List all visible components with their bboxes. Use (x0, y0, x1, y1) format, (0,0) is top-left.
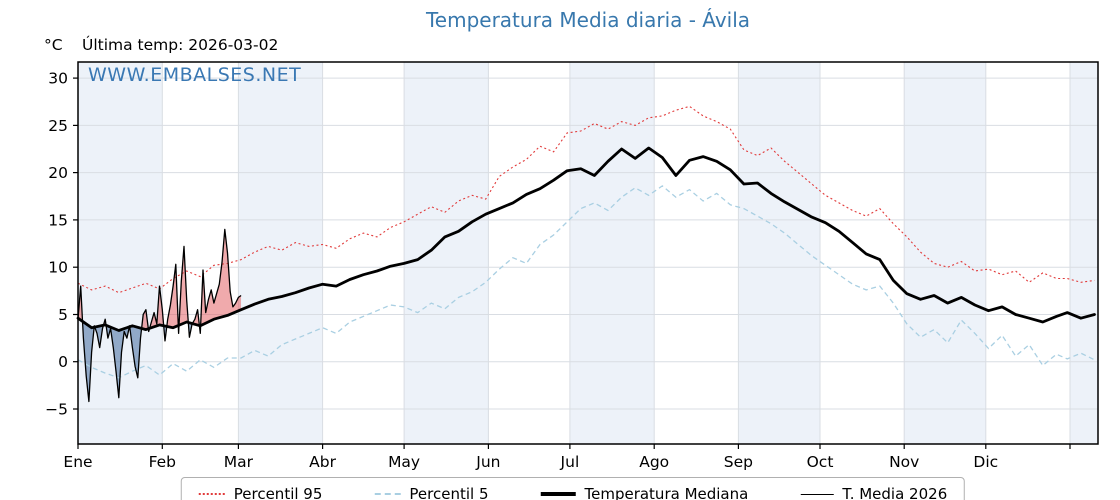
legend-label: Percentil 5 (409, 485, 489, 500)
month-band (1070, 62, 1098, 444)
x-tick-label: Ene (63, 453, 92, 471)
chart-title: Temperatura Media diaria - Ávila (425, 8, 751, 32)
y-tick-label: 10 (48, 259, 68, 277)
legend: Percentil 95 Percentil 5 Temperatura Media… (180, 477, 966, 500)
watermark: WWW.EMBALSES.NET (88, 64, 302, 86)
y-axis-unit-label: °C (44, 36, 63, 54)
x-tick-label: Feb (149, 453, 176, 471)
plot-border (77, 61, 1099, 445)
x-tick-label: Jul (560, 453, 580, 471)
y-tick-label: 30 (48, 70, 68, 88)
x-tick-label: Mar (224, 453, 254, 471)
y-tick-label: 15 (48, 211, 68, 229)
plot-area: 30 25 20 15 10 5 0 −5 Ene Feb Mar Abr May Jun Jul Ago Se… (45, 61, 1099, 471)
last-temp-label: Última temp: 2026-03-02 (82, 36, 279, 54)
percentil5-line (77, 185, 1095, 379)
x-tick-label: Nov (889, 453, 919, 471)
y-tick-label: 0 (58, 353, 68, 371)
legend-swatch-solid (540, 492, 576, 496)
month-band (238, 62, 323, 444)
t-media-2026-line (77, 228, 242, 403)
y-tick-label: 5 (58, 306, 68, 324)
y-tick-label: 25 (48, 117, 68, 135)
x-tick-label: Oct (807, 453, 834, 471)
x-tick-label: Ago (639, 453, 669, 471)
legend-item-temperatura-mediana: Temperatura Mediana (540, 485, 748, 500)
legend-swatch-solid (800, 493, 834, 495)
legend-label: Percentil 95 (233, 485, 323, 500)
y-tick-label: 20 (48, 164, 68, 182)
x-tick-label: May (388, 453, 420, 471)
month-band (904, 62, 986, 444)
month-band (569, 62, 655, 444)
y-tick-label: −5 (45, 401, 68, 419)
legend-item-percentil-95: Percentil 95 (198, 485, 323, 500)
month-band (78, 62, 163, 444)
month-band (404, 62, 489, 444)
legend-swatch-dotted (198, 493, 225, 495)
mediana-line (76, 146, 1096, 332)
x-tick-label: Dic (973, 453, 998, 471)
legend-item-t-media-2026: T. Media 2026 (800, 485, 947, 500)
x-tick-label: Jun (475, 453, 500, 471)
x-tick-label: Sep (724, 453, 753, 471)
legend-swatch-dashed (374, 493, 401, 495)
legend-item-percentil-5: Percentil 5 (374, 485, 488, 500)
legend-label: Temperatura Mediana (584, 485, 749, 500)
x-tick-label: Abr (309, 453, 336, 471)
legend-label: T. Media 2026 (842, 485, 948, 500)
